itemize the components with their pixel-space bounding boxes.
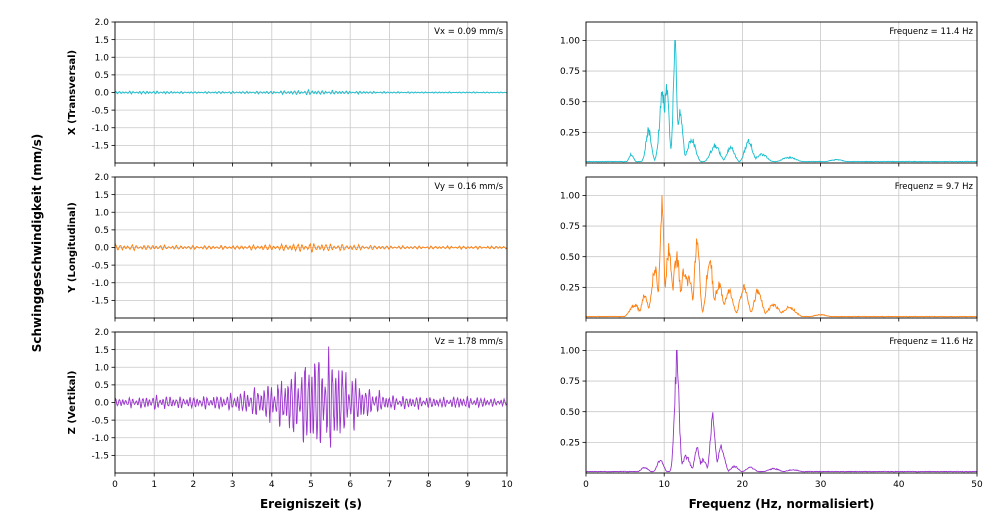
ytick-label: 2.0 [95, 173, 110, 183]
axes-frame [585, 176, 978, 319]
ytick-label: 0.75 [560, 222, 580, 232]
ytick-label: 1.00 [560, 37, 580, 47]
series-line [114, 88, 508, 96]
series-line [585, 349, 978, 473]
ytick-label: -1.0 [91, 434, 109, 444]
ytick-label: 1.5 [95, 191, 109, 201]
ytick-label: -0.5 [91, 261, 109, 271]
series-line [585, 195, 978, 318]
ytick-label: 0.75 [560, 67, 580, 77]
axes-frame [585, 331, 978, 474]
ytick-label: 0.0 [95, 89, 110, 99]
xtick-label: 20 [737, 480, 749, 490]
ytick-label: 0.5 [95, 226, 109, 236]
xtick-label: 1 [151, 480, 157, 490]
axis-ylabel: Z (Vertikal) [67, 371, 78, 435]
axis-xlabel: Frequenz (Hz, normalisiert) [689, 497, 875, 511]
value-annotation: Frequenz = 11.6 Hz [889, 337, 973, 347]
ytick-label: 0.5 [95, 71, 109, 81]
value-annotation: Vz = 1.78 mm/s [435, 337, 504, 347]
shared-ylabel: Schwinggeschwindigkeit (mm/s) [30, 134, 44, 353]
xtick-label: 6 [347, 480, 353, 490]
xtick-label: 4 [269, 480, 275, 490]
xtick-label: 50 [971, 480, 983, 490]
ytick-label: -0.5 [91, 106, 109, 116]
xtick-label: 9 [465, 480, 471, 490]
value-annotation: Vx = 0.09 mm/s [434, 27, 503, 37]
xtick-label: 0 [112, 480, 118, 490]
xtick-label: 3 [230, 480, 236, 490]
ytick-label: 1.0 [95, 53, 110, 63]
ytick-label: 0.50 [560, 98, 580, 108]
panel-spec-z: 0.25 0.50 0.75 1.00 0 10 20 30 40 50 Frequenz = 11… [560, 331, 983, 511]
ytick-label: -1.5 [91, 142, 109, 152]
xtick-label: 0 [583, 480, 589, 490]
ytick-label: 0.25 [560, 129, 580, 139]
series-line [585, 39, 978, 163]
value-annotation: Frequenz = 11.4 Hz [889, 27, 973, 37]
panel-spec-y: 0.25 0.50 0.75 1.00 Frequenz = 9.7 Hz [560, 176, 978, 322]
ytick-label: 0.0 [95, 399, 110, 409]
series-line [114, 242, 508, 254]
xtick-label: 8 [426, 480, 432, 490]
ytick-label: 0.50 [560, 408, 580, 418]
ytick-label: -1.5 [91, 297, 109, 307]
ytick-label: 1.0 [95, 363, 110, 373]
ytick-label: 0.50 [560, 253, 580, 263]
ytick-label: 0.25 [560, 439, 580, 449]
panels: -1.5 -1.0 -0.5 0.0 0.5 1.0 1.5 2.0 Vx = 0.09 mm/… [67, 18, 983, 511]
ytick-label: 2.0 [95, 18, 110, 28]
ytick-label: 0.0 [95, 244, 110, 254]
ytick-label: 0.75 [560, 377, 580, 387]
ytick-label: -1.0 [91, 279, 109, 289]
ytick-label: 0.5 [95, 381, 109, 391]
xtick-label: 40 [893, 480, 905, 490]
xtick-label: 10 [658, 480, 670, 490]
ytick-label: 1.00 [560, 347, 580, 357]
panel-time-y: -1.5 -1.0 -0.5 0.0 0.5 1.0 1.5 2.0 Vy = 0.16 mm/… [67, 173, 508, 322]
xtick-label: 2 [191, 480, 197, 490]
ytick-label: 0.25 [560, 284, 580, 294]
axes-frame [585, 21, 978, 164]
ytick-label: 1.0 [95, 208, 110, 218]
ytick-label: -1.0 [91, 124, 109, 134]
panel-spec-x: 0.25 0.50 0.75 1.00 Frequenz = 11.4 Hz [560, 21, 978, 167]
ytick-label: 1.5 [95, 346, 109, 356]
ytick-label: 2.0 [95, 328, 110, 338]
series-line [114, 346, 508, 448]
ytick-label: 1.5 [95, 36, 109, 46]
xtick-label: 7 [387, 480, 393, 490]
ytick-label: 1.00 [560, 192, 580, 202]
axis-ylabel: X (Transversal) [67, 50, 78, 135]
axis-xlabel: Ereigniszeit (s) [260, 497, 362, 511]
value-annotation: Vy = 0.16 mm/s [434, 182, 503, 192]
xtick-label: 30 [815, 480, 827, 490]
value-annotation: Frequenz = 9.7 Hz [895, 182, 974, 192]
panel-time-x: -1.5 -1.0 -0.5 0.0 0.5 1.0 1.5 2.0 Vx = 0.09 mm/… [67, 18, 508, 167]
ytick-label: -0.5 [91, 416, 109, 426]
ytick-label: -1.5 [91, 452, 109, 462]
panel-time-z: -1.5 -1.0 -0.5 0.0 0.5 1.0 1.5 2.0 0 1 2 3 4 5 6 7 8 9 10 V… [67, 328, 513, 511]
axis-ylabel: Y (Longitudinal) [67, 202, 78, 294]
xtick-label: 5 [308, 480, 314, 490]
xtick-label: 10 [501, 480, 513, 490]
